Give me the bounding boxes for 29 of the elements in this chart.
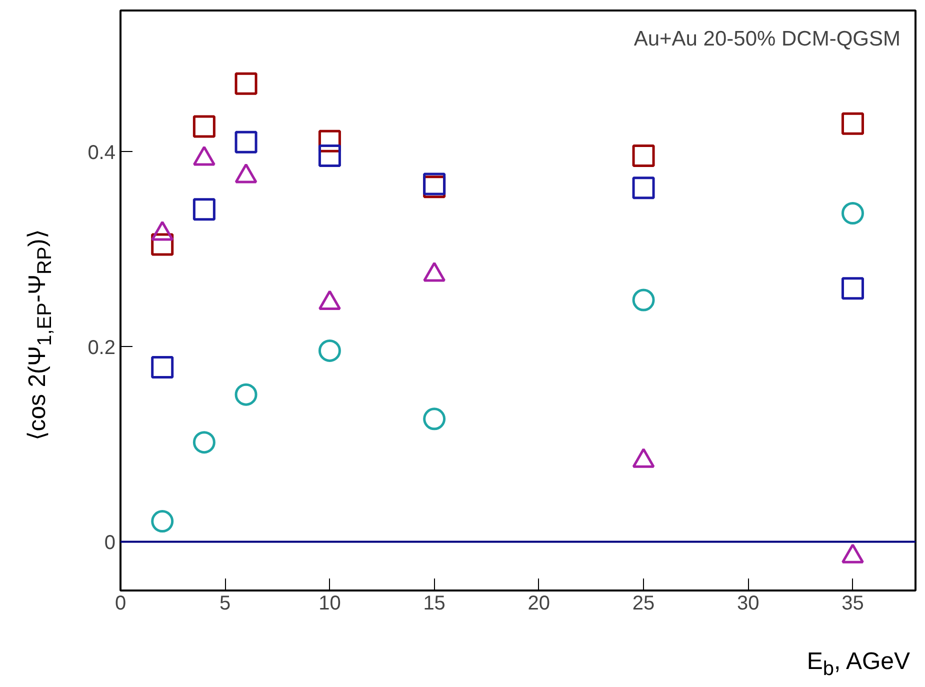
- x-tick-label: 10: [318, 592, 341, 614]
- x-tick-label: 35: [842, 592, 864, 614]
- x-tick-label: 5: [220, 592, 231, 614]
- point: [234, 383, 258, 406]
- point: [318, 144, 341, 167]
- x-tick-label: 30: [737, 592, 760, 614]
- y-tick-label: 0.2: [88, 336, 116, 359]
- point: [632, 144, 655, 167]
- point: [632, 288, 655, 312]
- point: [841, 112, 864, 135]
- x-tick-label: 15: [423, 592, 446, 614]
- point: [423, 408, 446, 430]
- y-tick-label: 0: [104, 532, 116, 554]
- point: [234, 130, 258, 154]
- point: [841, 202, 864, 224]
- y-tick-label: 0.4: [88, 142, 116, 164]
- point: [841, 277, 864, 300]
- point: [192, 115, 216, 138]
- point: [318, 339, 341, 362]
- point: [151, 356, 174, 379]
- point: [234, 72, 258, 95]
- point: [632, 176, 655, 200]
- point: [151, 510, 174, 533]
- annotation: Au+Au 20-50% DCM-QGSM: [634, 28, 901, 50]
- point: [192, 198, 216, 221]
- x-axis-title: E$_{b}$, AGeV: [806, 647, 910, 682]
- point: [192, 431, 216, 454]
- x-tick-label: 25: [632, 592, 655, 614]
- x-tick-label: 20: [528, 592, 550, 614]
